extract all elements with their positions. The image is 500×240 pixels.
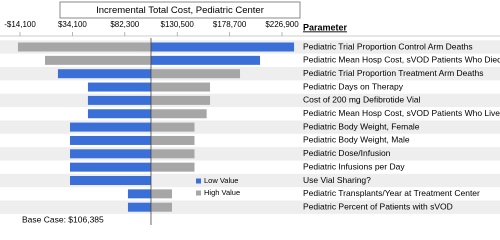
x-tick-label: $130,500 (161, 20, 195, 29)
category-label: Pediatric Body Weight, Male (303, 135, 410, 145)
x-tick-label: $226,900 (265, 20, 299, 29)
category-label: Pediatric Days on Therapy (303, 81, 404, 91)
bar (150, 135, 195, 145)
bar (70, 162, 151, 172)
bar (150, 95, 211, 105)
bar (150, 149, 195, 159)
category-label: Pediatric Mean Hosp Cost, sVOD Patients … (303, 55, 500, 65)
bar (87, 109, 151, 119)
legend-label: Low Value (204, 176, 238, 185)
bar (150, 189, 172, 199)
chart-title: Incremental Total Cost, Pediatric Center (96, 5, 264, 16)
bar (70, 135, 151, 145)
bar (87, 82, 151, 92)
category-label: Use Vial Sharing? (303, 175, 371, 185)
bar (17, 42, 151, 52)
category-label: Cost of 200 mg Defibrotide Vial (303, 95, 421, 105)
row-stripe (0, 200, 500, 214)
bar (70, 149, 151, 159)
base-case-label: Base Case: $106,385 (22, 214, 104, 224)
category-label: Pediatric Infusions per Day (303, 161, 405, 171)
bar (150, 122, 195, 132)
row-stripe (0, 93, 500, 108)
category-label: Pediatric Percent of Patients with sVOD (303, 201, 453, 211)
category-label: Pediatric Trial Proportion Control Arm D… (303, 41, 473, 51)
x-tick-label: $82,300 (110, 20, 139, 29)
bar (45, 55, 151, 65)
bar (150, 82, 211, 92)
category-header: Parameter (303, 22, 348, 32)
category-label: Pediatric Body Weight, Female (303, 121, 420, 131)
category-label: Pediatric Trial Proportion Treatment Arm… (303, 68, 483, 78)
bar (57, 69, 151, 79)
x-tick-label: $178,700 (213, 20, 247, 29)
legend-swatch (196, 190, 201, 196)
category-label: Pediatric Dose/Infusion (303, 148, 391, 158)
bar (150, 55, 261, 65)
bar (70, 176, 151, 185)
bar (150, 162, 195, 172)
category-label: Pediatric Transplants/Year at Treatment … (303, 188, 480, 198)
x-tick-label: $34,100 (58, 20, 87, 29)
category-label: Pediatric Mean Hosp Cost, sVOD Patients … (303, 108, 500, 118)
legend-swatch (196, 178, 201, 184)
title-box (59, 1, 301, 19)
legend-label: High Value (204, 188, 240, 197)
bar (87, 95, 151, 105)
bar (127, 189, 151, 199)
bar (150, 69, 241, 79)
bar (150, 42, 295, 52)
chart: Incremental Total Cost, Pediatric Center… (0, 1, 500, 225)
x-tick-label: -$14,100 (4, 20, 36, 29)
bar (150, 202, 172, 212)
bar (70, 122, 151, 132)
bar (127, 202, 151, 212)
bar (150, 109, 207, 119)
